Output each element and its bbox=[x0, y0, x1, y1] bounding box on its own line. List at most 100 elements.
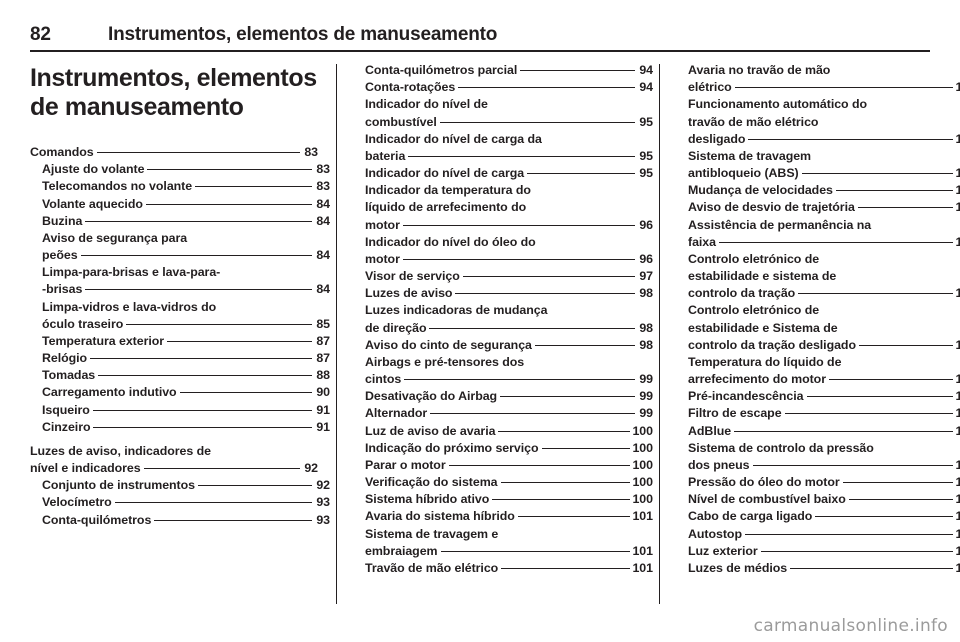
toc-entry[interactable]: Assistência de permanência na bbox=[676, 217, 960, 234]
toc-entry-label: Luzes de aviso, indicadores de bbox=[30, 443, 211, 458]
toc-entry[interactable]: Aviso de desvio de trajetória 102 bbox=[676, 199, 960, 216]
toc-entry-page: 85 bbox=[316, 316, 330, 331]
toc-entry[interactable]: Carregamento indutivo 90 bbox=[30, 384, 330, 401]
toc-entry[interactable]: Telecomandos no volante 83 bbox=[30, 178, 330, 195]
toc-entry[interactable]: Conjunto de instrumentos 92 bbox=[30, 477, 330, 494]
toc-entry[interactable]: Temperatura exterior 87 bbox=[30, 333, 330, 350]
toc-leader-dots bbox=[822, 310, 958, 311]
toc-entry[interactable]: arrefecimento do motor 103 bbox=[676, 371, 960, 388]
toc-entry[interactable]: Controlo eletrónico de bbox=[676, 251, 960, 268]
toc-entry[interactable]: Conta-quilómetros 93 bbox=[30, 512, 330, 529]
toc-entry[interactable]: Indicador do nível de carga 95 bbox=[353, 165, 653, 182]
toc-entry[interactable]: Airbags e pré-tensores dos bbox=[353, 354, 653, 371]
toc-entry[interactable]: óculo traseiro 85 bbox=[30, 316, 330, 333]
header-chapter-title: Instrumentos, elementos de manuseamento bbox=[108, 24, 498, 45]
toc-entry-label: estabilidade e sistema de bbox=[688, 269, 837, 284]
toc-entry[interactable]: Nível de combustível baixo 104 bbox=[676, 491, 960, 508]
toc-entry[interactable]: Sistema híbrido ativo 100 bbox=[353, 491, 653, 508]
toc-entry[interactable]: Aviso do cinto de segurança 98 bbox=[353, 337, 653, 354]
toc-entry[interactable]: Travão de mão elétrico 101 bbox=[353, 560, 653, 577]
toc-entry[interactable]: Indicação do próximo serviço 100 bbox=[353, 440, 653, 457]
toc-entry[interactable]: Luzes de médios 105 bbox=[676, 560, 960, 577]
toc-entry[interactable]: dos pneus 104 bbox=[676, 457, 960, 474]
toc-entry[interactable]: Buzina 84 bbox=[30, 213, 330, 230]
toc-entry[interactable]: Filtro de escape 103 bbox=[676, 405, 960, 422]
toc-entry[interactable]: Temperatura do líquido de bbox=[676, 354, 960, 371]
toc-entry[interactable]: Aviso de segurança para bbox=[30, 230, 330, 247]
toc-entry[interactable]: AdBlue 103 bbox=[676, 423, 960, 440]
toc-entry[interactable]: Avaria do sistema híbrido 101 bbox=[353, 508, 653, 525]
toc-entry-page: 105 bbox=[955, 543, 960, 558]
toc-entry[interactable]: Indicador do nível do óleo do bbox=[353, 234, 653, 251]
toc-leader-dots bbox=[92, 409, 312, 411]
toc-entry[interactable]: travão de mão elétrico bbox=[676, 114, 960, 131]
toc-entry[interactable]: Velocímetro 93 bbox=[30, 494, 330, 511]
toc-entry[interactable]: Mudança de velocidades 102 bbox=[676, 182, 960, 199]
toc-entry[interactable]: Volante aquecido 84 bbox=[30, 196, 330, 213]
toc-entry[interactable]: Luz exterior 105 bbox=[676, 543, 960, 560]
toc-entry[interactable]: Avaria no travão de mão bbox=[676, 62, 960, 79]
toc-entry[interactable]: estabilidade e Sistema de bbox=[676, 320, 960, 337]
toc-entry[interactable]: desligado 101 bbox=[676, 131, 960, 148]
toc-entry[interactable]: Luzes de aviso 98 bbox=[353, 285, 653, 302]
toc-leader-dots bbox=[439, 121, 635, 123]
toc-entry[interactable]: Sistema de travagem bbox=[676, 148, 960, 165]
toc-entry-page: 104 bbox=[955, 457, 960, 472]
toc-entry[interactable]: Conta-rotações 94 bbox=[353, 79, 653, 96]
toc-leader-dots bbox=[448, 464, 631, 466]
toc-entry[interactable]: Ajuste do volante 83 bbox=[30, 161, 330, 178]
toc-entry[interactable]: Alternador 99 bbox=[353, 405, 653, 422]
toc-entry[interactable]: antibloqueio (ABS) 102 bbox=[676, 165, 960, 182]
toc-entry[interactable]: Luz de aviso de avaria 100 bbox=[353, 423, 653, 440]
toc-entry[interactable]: Indicador da temperatura do bbox=[353, 182, 653, 199]
toc-entry[interactable]: de direção 98 bbox=[353, 320, 653, 337]
toc-entry[interactable]: Luzes indicadoras de mudança bbox=[353, 302, 653, 319]
toc-entry[interactable]: Cinzeiro 91 bbox=[30, 419, 330, 436]
toc-entry[interactable]: Luzes de aviso, indicadores de bbox=[30, 443, 318, 460]
toc-entry[interactable]: Pressão do óleo do motor 104 bbox=[676, 474, 960, 491]
toc-entry[interactable]: combustível 95 bbox=[353, 114, 653, 131]
toc-entry[interactable]: cintos 99 bbox=[353, 371, 653, 388]
toc-entry-page: 103 bbox=[955, 337, 960, 352]
toc-columns: Instrumentos, elementos de manuseamento … bbox=[30, 62, 960, 610]
toc-entry[interactable]: Limpa-para-brisas e lava-para- bbox=[30, 264, 330, 281]
toc-entry[interactable]: controlo da tração 102 bbox=[676, 285, 960, 302]
toc-entry[interactable]: motor 96 bbox=[353, 217, 653, 234]
toc-entry[interactable]: Limpa-vidros e lava-vidros do bbox=[30, 299, 330, 316]
toc-entry[interactable]: Visor de serviço 97 bbox=[353, 268, 653, 285]
toc-entry-page: 98 bbox=[639, 286, 653, 301]
toc-entry[interactable]: bateria 95 bbox=[353, 148, 653, 165]
toc-entry[interactable]: Pré-incandescência 103 bbox=[676, 388, 960, 405]
toc-entry-page: 97 bbox=[639, 269, 653, 284]
toc-entry[interactable]: Funcionamento automático do bbox=[676, 96, 960, 113]
toc-entry-label: desligado bbox=[688, 131, 746, 146]
toc-entry[interactable]: Isqueiro 91 bbox=[30, 402, 330, 419]
toc-entry[interactable]: nível e indicadores 92 bbox=[30, 460, 318, 477]
toc-entry[interactable]: elétrico 101 bbox=[676, 79, 960, 96]
toc-entry[interactable]: Sistema de travagem e bbox=[353, 526, 653, 543]
toc-entry[interactable]: estabilidade e sistema de bbox=[676, 268, 960, 285]
toc-entry[interactable]: Desativação do Airbag 99 bbox=[353, 388, 653, 405]
toc-entry[interactable]: embraiagem 101 bbox=[353, 543, 653, 560]
toc-entry-page: 93 bbox=[316, 512, 330, 527]
toc-entry[interactable]: líquido de arrefecimento do bbox=[353, 199, 653, 216]
toc-entry[interactable]: Autostop 105 bbox=[676, 526, 960, 543]
toc-entry[interactable]: Comandos 83 bbox=[30, 144, 318, 161]
toc-entry[interactable]: motor 96 bbox=[353, 251, 653, 268]
toc-entry[interactable]: Tomadas 88 bbox=[30, 367, 330, 384]
toc-entry[interactable]: Relógio 87 bbox=[30, 350, 330, 367]
toc-entry[interactable]: Sistema de controlo da pressão bbox=[676, 440, 960, 457]
toc-entry[interactable]: peões 84 bbox=[30, 247, 330, 264]
toc-entry-page: 91 bbox=[316, 419, 330, 434]
toc-entry[interactable]: Indicador do nível de carga da bbox=[353, 131, 653, 148]
toc-entry-page: 104 bbox=[955, 509, 960, 524]
toc-entry[interactable]: Cabo de carga ligado 104 bbox=[676, 508, 960, 525]
toc-entry[interactable]: -brisas 84 bbox=[30, 281, 330, 298]
toc-entry[interactable]: faixa 102 bbox=[676, 234, 960, 251]
toc-entry[interactable]: Verificação do sistema 100 bbox=[353, 474, 653, 491]
toc-entry[interactable]: Conta-quilómetros parcial 94 bbox=[353, 62, 653, 79]
toc-entry[interactable]: controlo da tração desligado 103 bbox=[676, 337, 960, 354]
toc-entry[interactable]: Parar o motor 100 bbox=[353, 457, 653, 474]
toc-entry[interactable]: Controlo eletrónico de bbox=[676, 302, 960, 319]
toc-entry[interactable]: Indicador do nível de bbox=[353, 96, 653, 113]
